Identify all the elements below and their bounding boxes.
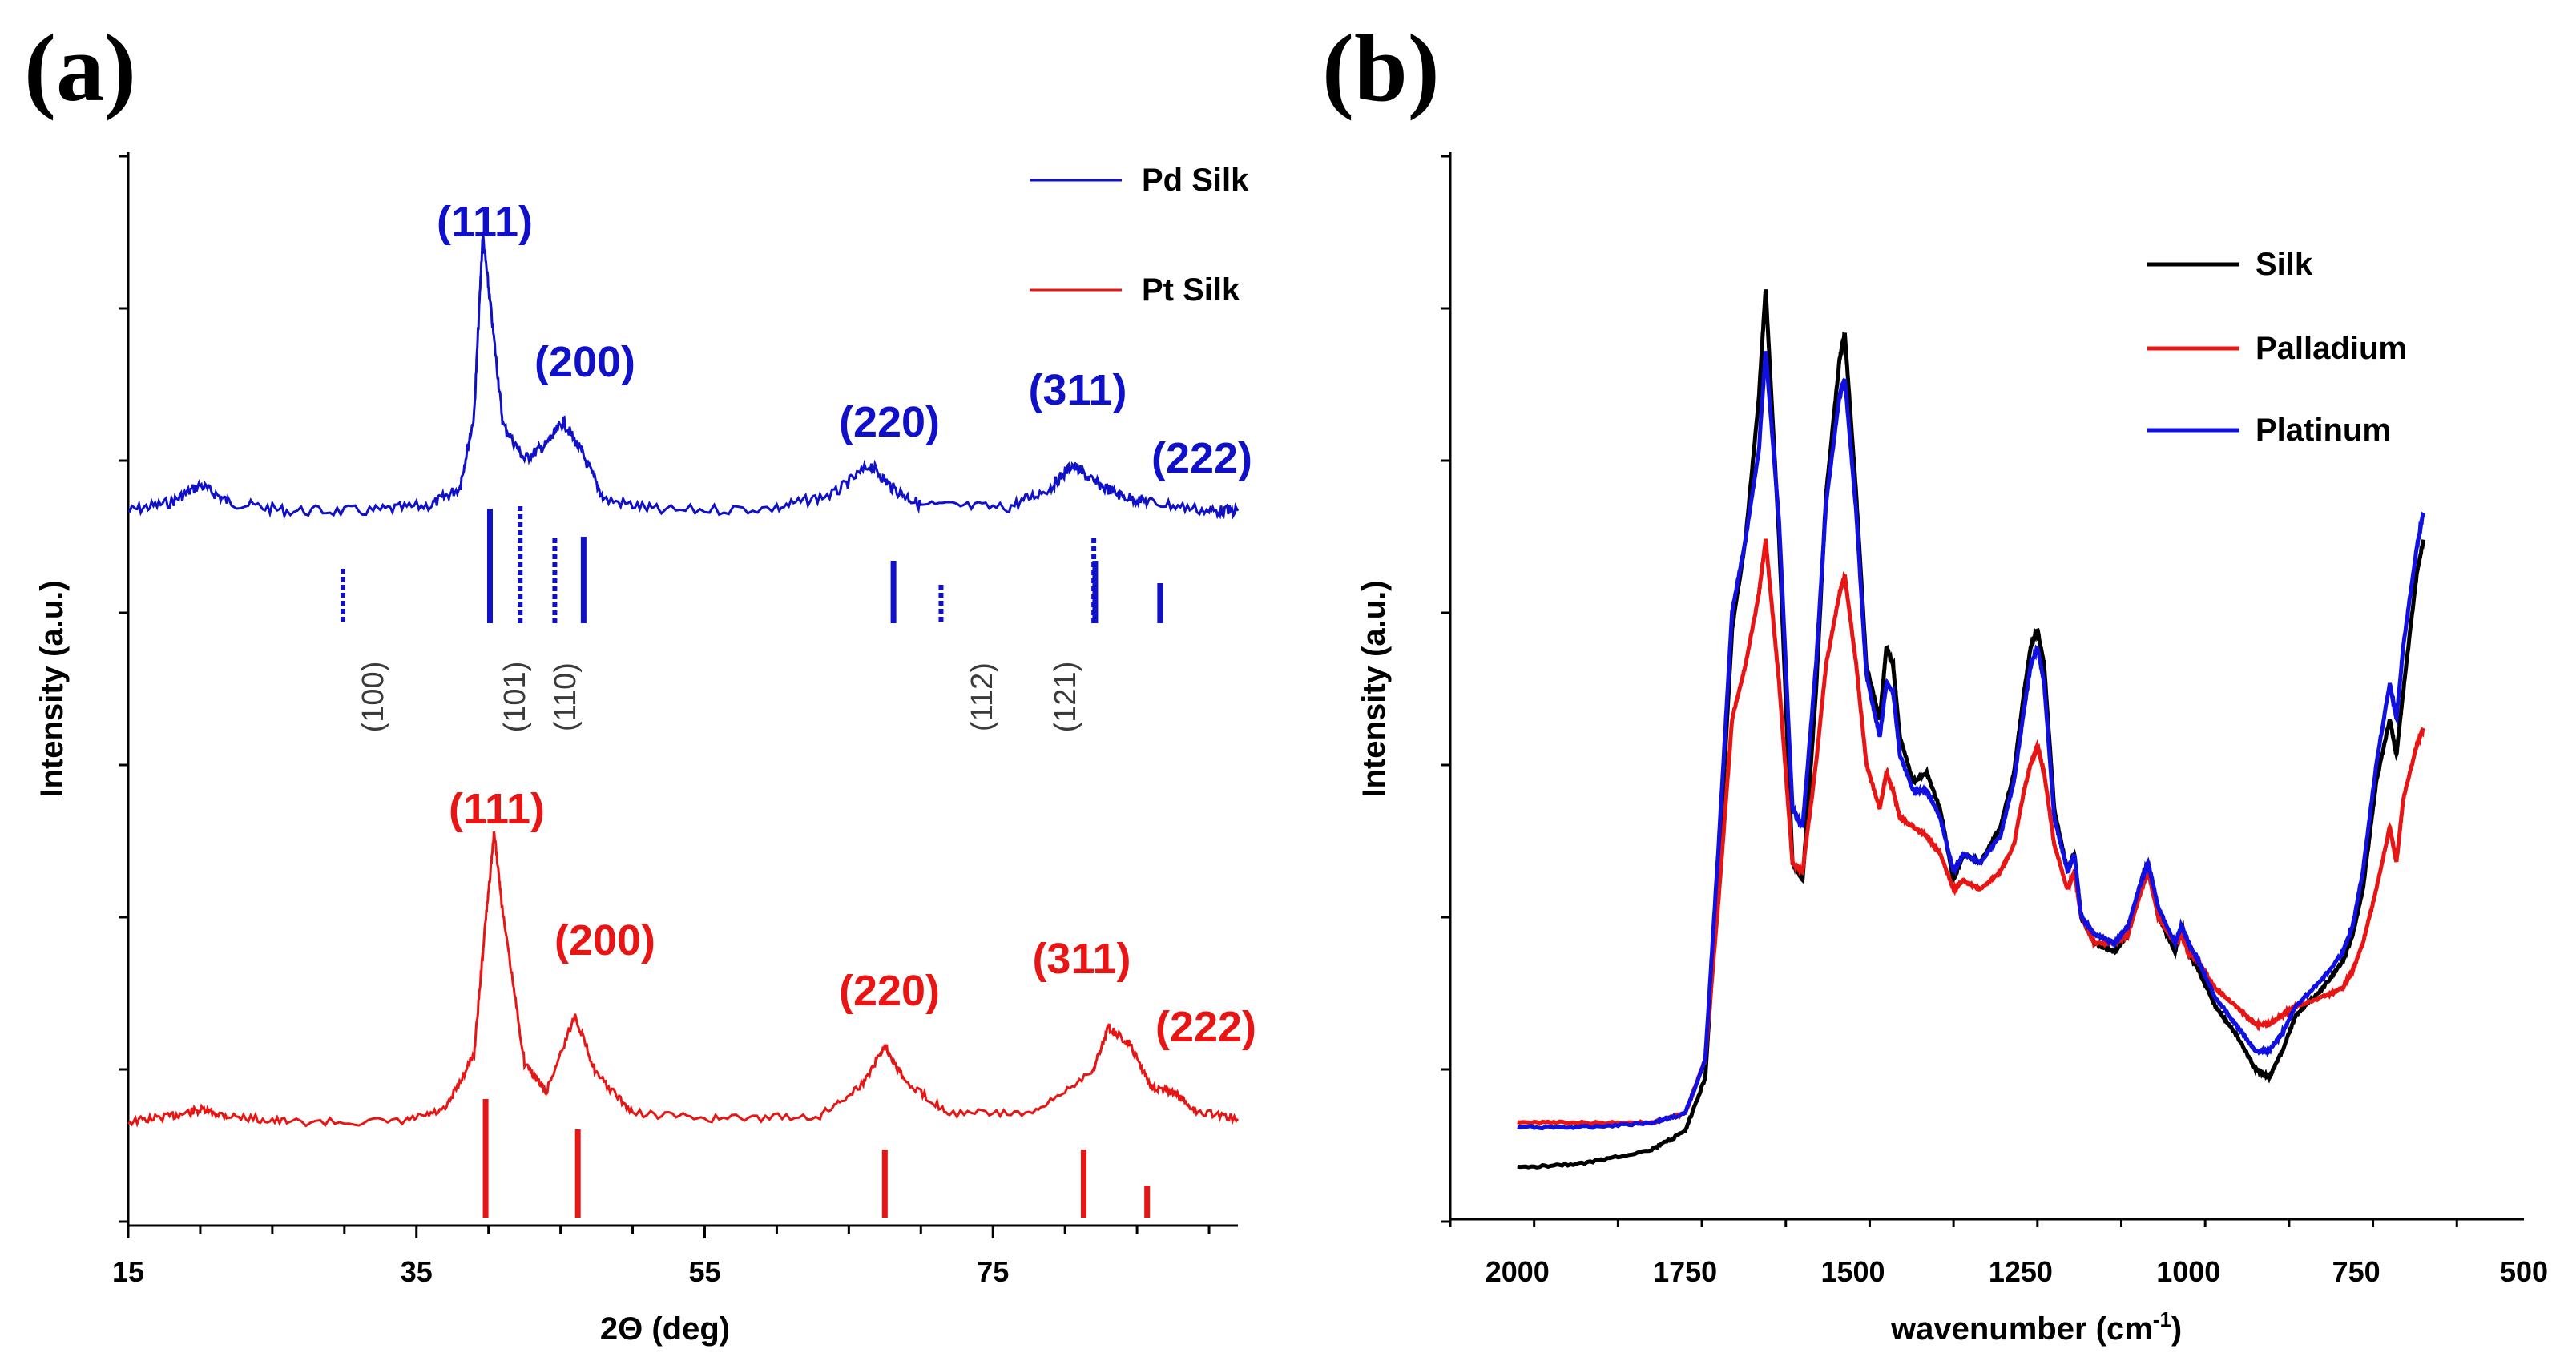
pd-peak-label: (220): [839, 398, 940, 446]
panel-a-x-axis-title: 2Θ (deg): [600, 1311, 730, 1347]
pdo-peak-label: (112): [965, 662, 999, 731]
panel-b-label: (b): [1322, 14, 1440, 121]
panel-b-x-tick-label: 1250: [1989, 1255, 2053, 1288]
panel-b: (b) 2000 1750 1500 1250 1000 750 500 wav…: [1322, 14, 2548, 1347]
pt-peak-label: (200): [554, 916, 655, 964]
panel-a-x-ticks: [127, 1226, 1211, 1238]
legend-label-silk: Silk: [2256, 247, 2313, 282]
legend-label-palladium: Palladium: [2256, 331, 2407, 366]
series-line-pd-silk: [127, 233, 1240, 521]
panel-a-x-tick-label: 75: [977, 1255, 1009, 1288]
panel-a-label: (a): [24, 14, 136, 121]
panel-b-legend: Silk Palladium Platinum: [2147, 247, 2407, 448]
pd-peak-label: (222): [1151, 434, 1252, 482]
pdo-peak-label: (100): [357, 662, 390, 733]
panel-b-x-ticks: [1449, 1219, 2458, 1227]
pt-peak-label: (222): [1155, 1003, 1256, 1051]
panel-b-x-axis-title-close: ): [2171, 1311, 2182, 1347]
series-line-palladium: [1517, 538, 2425, 1126]
panel-a-reference-lines: [341, 506, 1163, 1218]
panel-b-y-axis-title: Intensity (a.u.): [1357, 580, 1392, 797]
panel-b-x-axis-title: wavenumber (cm-1): [1890, 1307, 2182, 1347]
pd-peak-label: (311): [1028, 366, 1127, 414]
panel-a-x-tick-label: 35: [401, 1255, 433, 1288]
panel-b-x-axis-title-main: wavenumber (cm: [1890, 1311, 2153, 1347]
pt-peak-label: (311): [1032, 935, 1131, 983]
panel-b-x-tick-label: 1000: [2156, 1255, 2220, 1288]
panel-b-y-ticks: [1441, 155, 1450, 1223]
pt-peak-label: (111): [449, 785, 545, 833]
panel-a-x-tick-label: 15: [112, 1255, 144, 1288]
panel-b-x-tick-label: 1750: [1653, 1255, 1717, 1288]
series-line-platinum: [1517, 351, 2425, 1131]
panel-a: (a) 15 35 55 75 2Θ (deg) Intensity (a.u.…: [24, 14, 1256, 1347]
panel-b-x-tick-label: 2000: [1486, 1255, 1550, 1288]
legend-label-platinum: Platinum: [2256, 413, 2391, 448]
panel-b-x-tick-label: 750: [2332, 1255, 2380, 1288]
panel-a-y-ticks: [119, 155, 128, 1223]
pd-peak-label: (111): [437, 198, 533, 246]
pdo-peak-label: (101): [498, 662, 532, 733]
panel-a-y-axis-title: Intensity (a.u.): [34, 580, 70, 797]
panel-a-legend: Pd Silk Pt Silk: [1030, 163, 1249, 308]
panel-a-x-tick-label: 55: [688, 1255, 720, 1288]
pd-peak-label: (200): [534, 338, 635, 386]
panel-b-x-axis-title-superscript: -1: [2153, 1307, 2171, 1331]
pdo-peak-label: (110): [549, 662, 583, 731]
pt-peak-label: (220): [839, 967, 940, 1015]
panel-b-x-tick-label: 500: [2500, 1255, 2548, 1288]
pdo-peak-label: (121): [1049, 662, 1082, 733]
legend-label-pd-silk: Pd Silk: [1142, 163, 1249, 198]
legend-label-pt-silk: Pt Silk: [1142, 272, 1240, 308]
panel-b-x-tick-label: 1500: [1820, 1255, 1885, 1288]
series-line-pt-silk: [127, 831, 1240, 1128]
